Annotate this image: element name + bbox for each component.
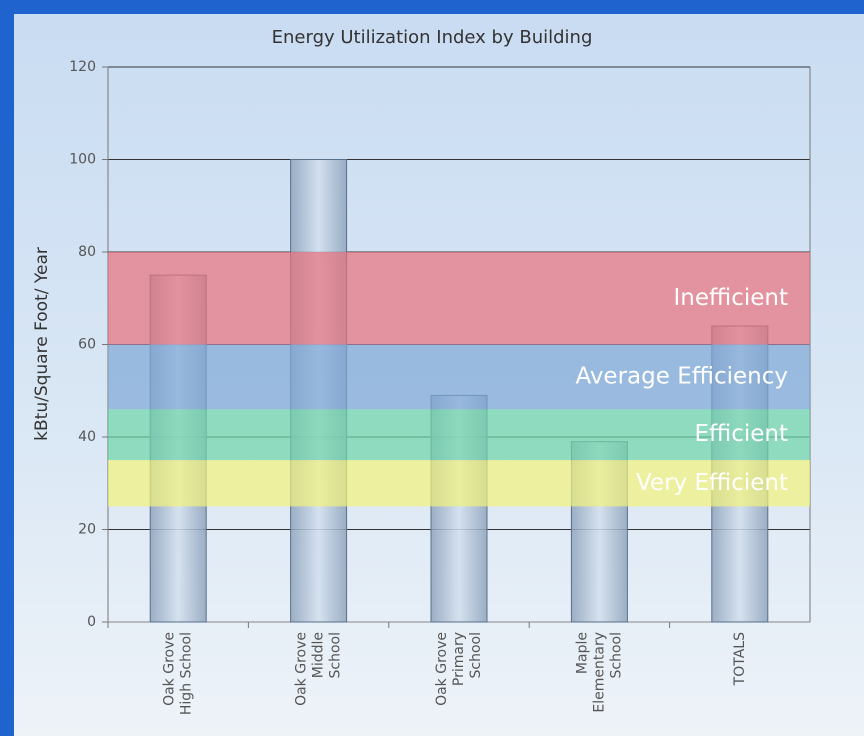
band-label: Average Efficiency bbox=[575, 363, 788, 389]
x-tick-label: Primary bbox=[451, 632, 467, 686]
x-tick-label: Maple bbox=[574, 632, 590, 674]
y-tick-label: 40 bbox=[78, 429, 96, 445]
x-tick-label: Oak Grove bbox=[162, 632, 178, 706]
x-tick-label: School bbox=[328, 632, 344, 678]
band-label: Efficient bbox=[694, 421, 788, 447]
band-label: Very Efficient bbox=[636, 470, 788, 496]
x-tick-label: Oak Grove bbox=[434, 632, 450, 706]
x-tick-label: School bbox=[468, 632, 484, 678]
y-tick-label: 120 bbox=[69, 59, 96, 75]
y-axis-label: kBtu/Square Foot/ Year bbox=[32, 247, 52, 441]
chart: Energy Utilization Index by Building kBt… bbox=[0, 0, 864, 736]
page: {"chart_data": {"type": "bar", "title": … bbox=[0, 0, 864, 740]
y-tick-label: 20 bbox=[78, 522, 96, 538]
y-tick-label: 0 bbox=[87, 614, 96, 630]
x-tick-label: Middle bbox=[311, 632, 327, 678]
chart-title: Energy Utilization Index by Building bbox=[272, 27, 593, 48]
x-tick-label: TOTALS bbox=[732, 632, 748, 686]
x-tick-label: High School bbox=[179, 632, 195, 715]
x-tick-label: School bbox=[608, 632, 624, 678]
x-tick-label: Elementary bbox=[591, 632, 607, 713]
y-tick-label: 100 bbox=[69, 152, 96, 168]
y-tick-label: 80 bbox=[78, 244, 96, 260]
band-label: Inefficient bbox=[673, 285, 788, 311]
y-tick-label: 60 bbox=[78, 337, 96, 353]
x-tick-label: Oak Grove bbox=[294, 632, 310, 706]
